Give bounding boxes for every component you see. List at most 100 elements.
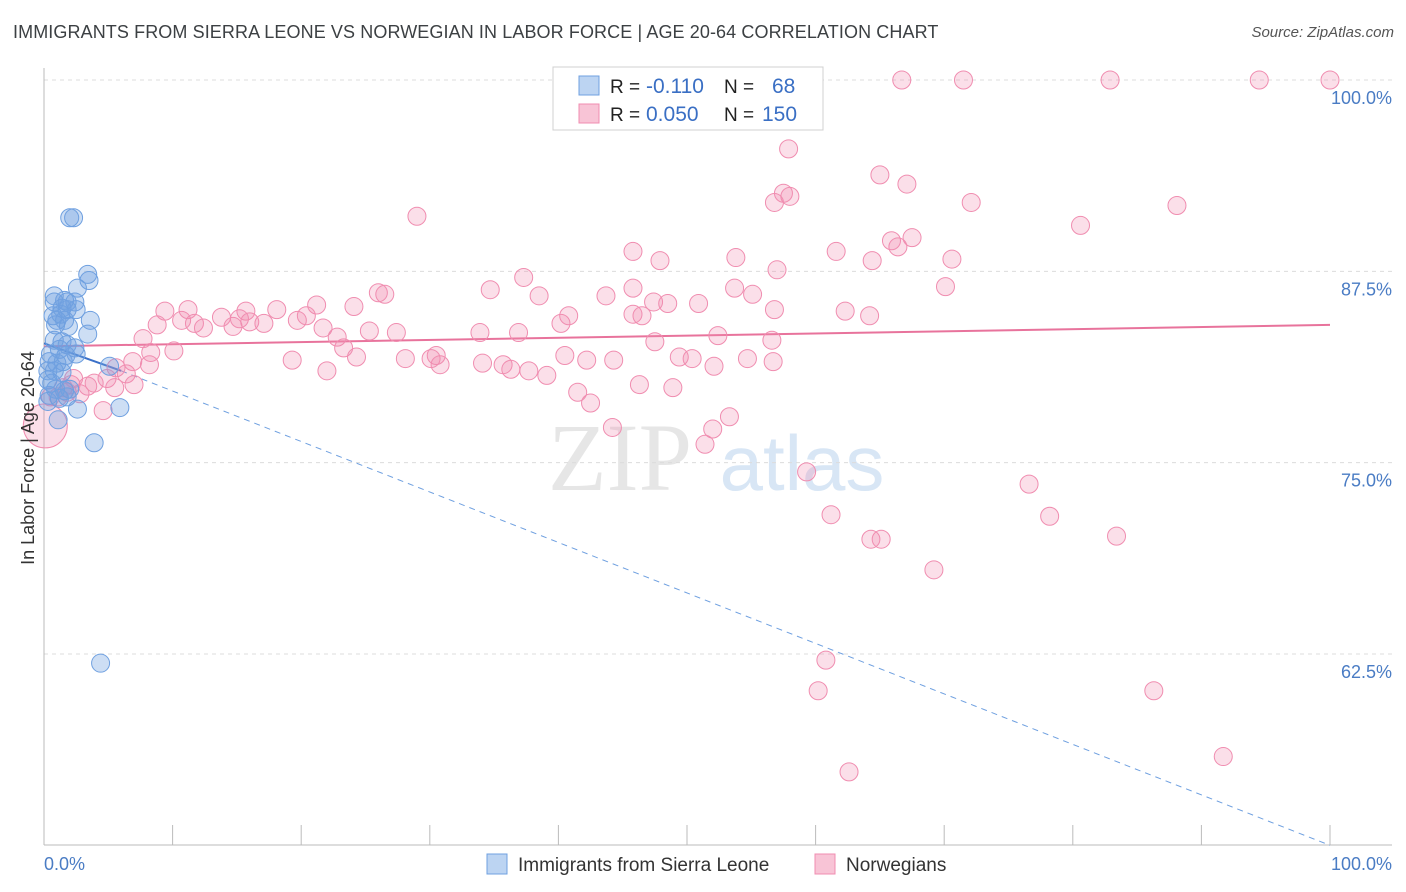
norwegian-point — [296, 306, 316, 326]
norwegian-point — [719, 407, 739, 427]
norwegian-point — [386, 323, 406, 343]
norwegian-point — [395, 349, 415, 369]
norwegian-point — [327, 327, 347, 347]
norwegian-point — [334, 338, 354, 358]
norwegian-point — [816, 650, 836, 670]
norwegian-point — [632, 306, 652, 326]
norwegian-point — [663, 378, 683, 398]
watermark-zip: ZIP — [548, 404, 692, 511]
series-legend: Immigrants from Sierra Leone Norwegians — [486, 853, 946, 876]
norwegian-point — [924, 560, 944, 580]
norwegian-point — [737, 349, 757, 369]
norwegian-point — [307, 295, 327, 315]
norwegian-point — [644, 292, 664, 312]
norwegian-point — [344, 297, 364, 317]
norwegian-point — [892, 70, 912, 90]
norwegian-point — [70, 384, 90, 404]
norwegian-point — [808, 681, 828, 701]
norwegian-point — [1167, 196, 1187, 216]
norwegian-point — [764, 192, 784, 212]
norwegian-point — [743, 284, 763, 304]
norwegian-point — [470, 323, 490, 343]
norwegian-point — [568, 382, 588, 402]
norwegian-point — [1107, 526, 1127, 546]
norwegian-point — [682, 349, 702, 369]
y-tick-label: 75.0% — [1341, 471, 1392, 491]
norwegian-point — [430, 355, 450, 375]
y-axis-label: In Labor Force | Age 20-64 — [18, 351, 38, 565]
norwegian-point — [689, 293, 709, 313]
norwegian-point — [623, 278, 643, 298]
norwegian-point — [596, 286, 616, 306]
norwegian-point — [797, 462, 817, 482]
norwegian-point — [501, 359, 521, 379]
norwegian-point — [1144, 681, 1164, 701]
norwegian-point — [650, 251, 670, 271]
norwegian-point — [821, 505, 841, 525]
norwegian-point — [695, 434, 715, 454]
norwegian-point — [123, 352, 143, 372]
norwegian-point — [473, 353, 493, 373]
sierra-leone-point — [38, 391, 58, 411]
norwegian-point — [703, 419, 723, 439]
norwegian-point — [581, 393, 601, 413]
norwegian-point — [375, 284, 395, 304]
norwegian-point — [839, 762, 859, 782]
norwegian-point — [84, 373, 104, 393]
x-tick-label: 0.0% — [44, 854, 85, 874]
chart-source: Source: ZipAtlas.com — [1251, 24, 1394, 41]
legend-swatch-pink — [578, 103, 600, 124]
norwegian-point — [704, 356, 724, 376]
y-tick-label: 62.5% — [1341, 662, 1392, 682]
norwegian-point — [935, 277, 955, 297]
norwegian-point — [93, 401, 113, 421]
norwegian-point — [282, 350, 302, 370]
norwegian-point — [519, 361, 539, 381]
sierra-leone-point — [91, 653, 111, 673]
norwegian-point — [764, 300, 784, 320]
norwegian-point — [317, 361, 337, 381]
norwegian-point — [725, 278, 745, 298]
legend-swatch-blue — [578, 75, 600, 96]
data-points — [22, 70, 1340, 782]
trend-lines — [43, 323, 1331, 846]
norwegian-point — [708, 326, 728, 346]
norwegian-point — [551, 313, 571, 333]
norwegian-point — [762, 330, 782, 350]
norwegian-point — [942, 249, 962, 269]
norwegian-point — [897, 174, 917, 194]
y-tick-label: 87.5% — [1341, 279, 1392, 299]
norwegian-point — [229, 309, 249, 329]
axes: 100.0% 87.5% 75.0% 62.5% 0.0% 100.0% — [43, 68, 1392, 874]
sierra-leone-point — [110, 398, 130, 418]
sierra-leone-point — [67, 399, 87, 419]
legend-n-value-2: 150 — [762, 103, 797, 126]
norwegian-point — [835, 301, 855, 321]
norwegian-point — [645, 332, 665, 352]
norwegian-point — [407, 206, 427, 226]
norwegian-point — [193, 318, 213, 338]
norwegian-point — [172, 310, 192, 330]
norwegian-point — [164, 341, 184, 361]
norwegian-point — [1320, 70, 1340, 90]
norwegian-point — [961, 192, 981, 212]
norwegian-point — [1100, 70, 1120, 90]
norwegian-trend-line — [43, 323, 1331, 348]
y-tick-label: 100.0% — [1331, 88, 1392, 108]
norwegian-point — [826, 241, 846, 261]
norwegian-point — [602, 417, 622, 437]
norwegian-point — [870, 165, 890, 185]
norwegian-point — [861, 529, 881, 549]
norwegian-point — [359, 321, 379, 341]
norwegian-point — [480, 280, 500, 300]
norwegian-point — [223, 316, 243, 336]
watermark-atlas: atlas — [720, 419, 885, 507]
norwegian-point — [604, 350, 624, 370]
legend-n-label-2: N = — [724, 105, 754, 126]
norwegian-point — [537, 365, 557, 385]
norwegian-point — [141, 342, 161, 362]
sierra-leone-trend-extension — [120, 370, 1331, 846]
norwegian-point — [555, 346, 575, 366]
norwegian-point — [116, 364, 136, 384]
